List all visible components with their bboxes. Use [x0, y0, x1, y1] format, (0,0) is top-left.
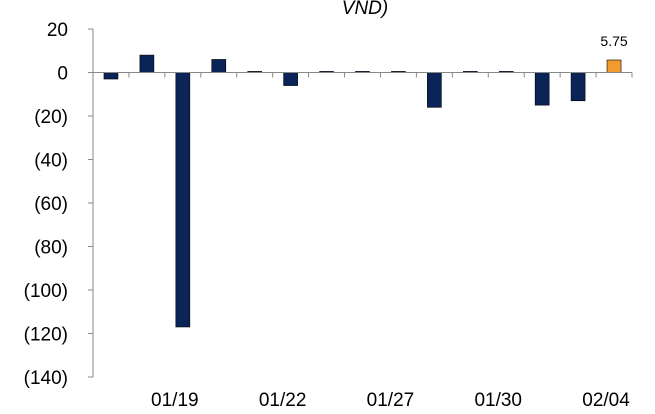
bar	[175, 72, 191, 328]
data-label: 5.75	[600, 33, 627, 49]
bar	[103, 72, 119, 80]
y-axis: 20 0 (20) (40) (60) (80) (100) (120) (140)	[24, 20, 94, 389]
data-labels: 5.75	[600, 33, 627, 49]
x-tick-label: 01/30	[474, 390, 522, 411]
y-tick-label: 0	[57, 64, 68, 85]
y-tick-label: (140)	[24, 368, 68, 389]
bar	[534, 72, 550, 106]
bar	[139, 54, 155, 73]
bar	[570, 72, 586, 102]
bars	[103, 54, 622, 328]
bar	[211, 59, 227, 73]
x-tick-label: 02/04	[582, 390, 630, 411]
y-tick-label: (80)	[34, 238, 68, 259]
bar	[283, 72, 298, 86]
y-tick-label: (20)	[34, 107, 68, 128]
bar	[606, 59, 622, 73]
x-tick-label: 01/27	[367, 390, 415, 411]
y-tick-label: (120)	[24, 325, 68, 346]
y-tick-label: (100)	[24, 281, 68, 302]
bar	[427, 72, 442, 108]
x-tick-label: 01/19	[151, 390, 199, 411]
y-tick-label: (60)	[34, 194, 68, 215]
x-tick-label: 01/22	[259, 390, 307, 411]
y-tick-label: (40)	[34, 151, 68, 172]
y-tick-label: 20	[47, 20, 68, 41]
x-axis: 01/19 01/22 01/27 01/30 02/04	[92, 72, 633, 411]
chart-title: VND)	[342, 0, 388, 19]
